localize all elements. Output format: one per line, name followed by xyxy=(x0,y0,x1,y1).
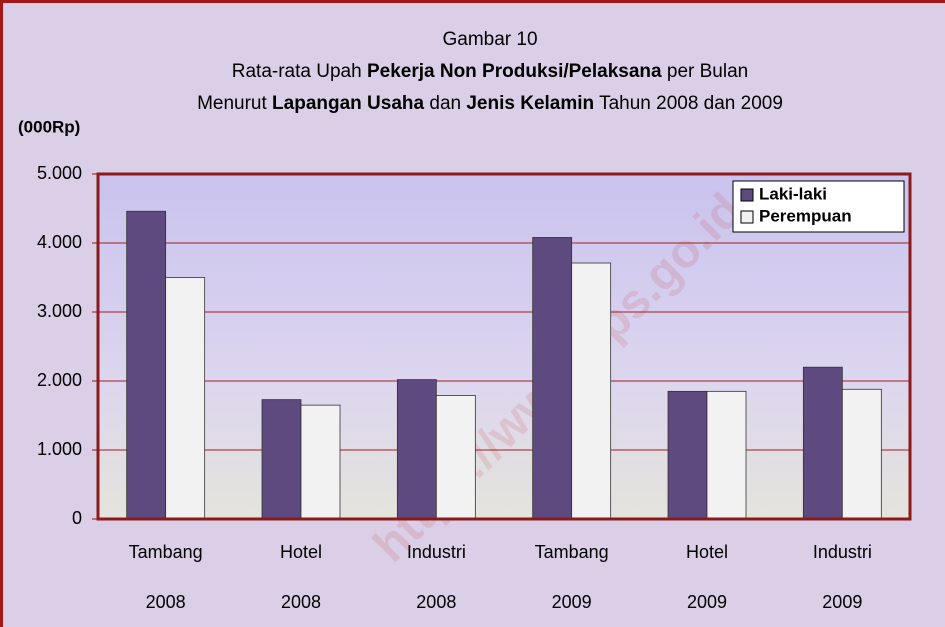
bar xyxy=(706,390,747,520)
bar xyxy=(261,399,302,520)
x-tick-label: 2009 xyxy=(822,592,862,612)
legend-swatch xyxy=(740,210,754,224)
bar xyxy=(165,277,206,520)
plot-border xyxy=(96,172,912,521)
title-segment: Jenis Kelamin xyxy=(466,93,594,114)
bar xyxy=(300,404,341,520)
y-tick-label: 5.000 xyxy=(37,163,82,183)
chart-title: Rata-rata Upah Pekerja Non Produksi/Pela… xyxy=(232,61,748,82)
y-tick-label: 4.000 xyxy=(37,232,82,252)
title-segment: dan xyxy=(424,93,466,114)
y-tick-label: 1.000 xyxy=(37,439,82,459)
title-segment: Tahun 2008 dan 2009 xyxy=(594,93,783,114)
y-tick-label: 2.000 xyxy=(37,370,82,390)
x-tick-label: 2008 xyxy=(416,592,456,612)
title-segment: Menurut xyxy=(197,93,272,114)
chart-title: Gambar 10 xyxy=(442,29,537,50)
legend-swatch xyxy=(740,188,754,202)
x-tick-label: 2009 xyxy=(552,592,592,612)
chart-title: Menurut Lapangan Usaha dan Jenis Kelamin… xyxy=(197,93,783,114)
y-tick-label: 0 xyxy=(72,508,82,528)
x-tick-label: Tambang xyxy=(535,542,609,562)
bar xyxy=(126,210,167,520)
x-tick-label: Hotel xyxy=(686,542,728,562)
x-tick-label: 2008 xyxy=(146,592,186,612)
bar xyxy=(841,388,882,520)
legend-label: Laki-laki xyxy=(759,184,827,203)
title-segment: Pekerja Non Produksi/Pelaksana xyxy=(367,61,662,82)
x-tick-label: Industri xyxy=(813,542,872,562)
x-tick-label: 2009 xyxy=(687,592,727,612)
bar xyxy=(571,262,612,520)
x-tick-label: Hotel xyxy=(280,542,322,562)
x-tick-label: Industri xyxy=(407,542,466,562)
legend-box xyxy=(732,180,905,233)
bar xyxy=(802,366,843,520)
title-segment: per Bulan xyxy=(662,61,749,82)
x-tick-label: Tambang xyxy=(129,542,203,562)
title-segment: Gambar 10 xyxy=(442,29,537,50)
legend-label: Perempuan xyxy=(759,206,852,225)
y-tick-label: 3.000 xyxy=(37,301,82,321)
title-segment: Rata-rata Upah xyxy=(232,61,367,82)
bar xyxy=(396,379,437,520)
x-tick-label: 2008 xyxy=(281,592,321,612)
title-segment: Lapangan Usaha xyxy=(272,93,424,114)
bar xyxy=(532,237,573,520)
bar xyxy=(667,390,708,520)
y-axis-label: (000Rp) xyxy=(18,117,80,136)
bar xyxy=(435,395,476,520)
